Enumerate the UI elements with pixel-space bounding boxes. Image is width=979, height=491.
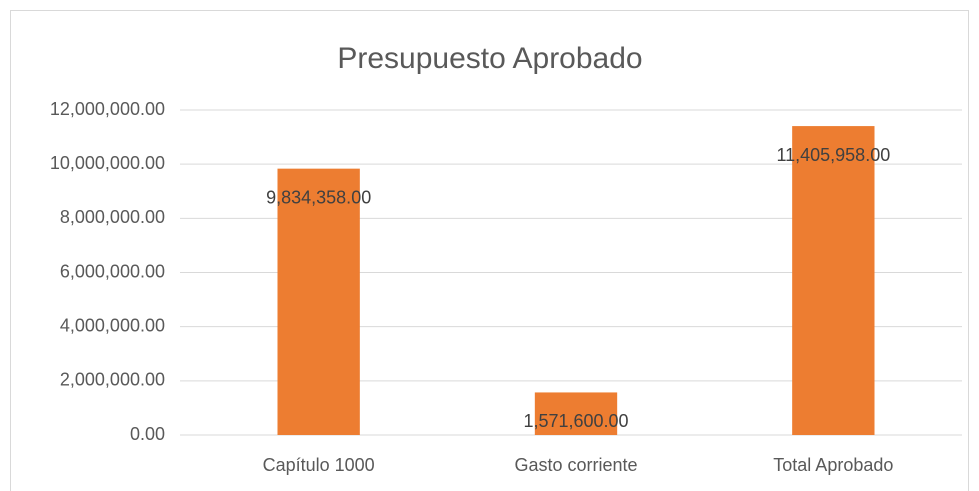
bar (277, 168, 360, 435)
data-label: 1,571,600.00 (523, 411, 628, 431)
x-tick-label: Gasto corriente (514, 455, 637, 475)
y-tick-label: 4,000,000.00 (60, 315, 165, 335)
y-tick-label: 6,000,000.00 (60, 261, 165, 281)
x-tick-label: Total Aprobado (773, 455, 893, 475)
chart-title: Presupuesto Aprobado (337, 42, 642, 75)
bar (534, 392, 618, 435)
data-label: 11,405,958.00 (776, 145, 890, 165)
x-tick-label: Capítulo 1000 (263, 455, 375, 475)
y-tick-label: 12,000,000.00 (50, 99, 165, 119)
bar (792, 126, 875, 436)
y-tick-label: 0.00 (130, 424, 165, 444)
y-tick-label: 10,000,000.00 (50, 153, 165, 173)
data-label: 9,834,358.00 (266, 187, 371, 207)
y-tick-label: 8,000,000.00 (60, 207, 165, 227)
y-tick-label: 2,000,000.00 (60, 370, 165, 390)
